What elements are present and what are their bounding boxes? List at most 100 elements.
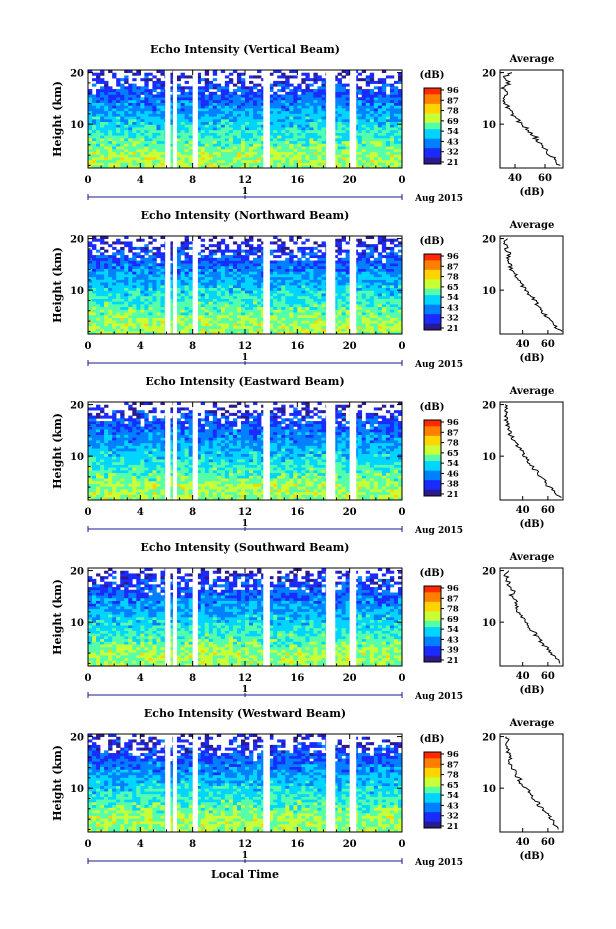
heatmap-cell [152, 130, 156, 133]
heatmap-cell [205, 326, 209, 329]
heatmap-cell [136, 114, 140, 117]
heatmap-cell [386, 135, 390, 138]
heatmap-cell [253, 105, 257, 108]
heatmap-cell [277, 288, 281, 291]
heatmap-cell [140, 296, 144, 299]
heatmap-cell [273, 326, 277, 329]
heatmap-cell [317, 261, 321, 264]
heatmap-cell [156, 247, 160, 250]
heatmap-cell [309, 266, 313, 269]
heatmap-cell [390, 296, 394, 299]
heatmap-cell [229, 280, 233, 283]
x-tick-label: 4 [137, 175, 144, 186]
heatmap-cell [277, 108, 281, 111]
heatmap-cell [217, 250, 221, 253]
heatmap-cell [201, 160, 205, 163]
heatmap-cell [342, 84, 346, 87]
heatmap-cell [370, 146, 374, 149]
heatmap-cell [205, 282, 209, 285]
heatmap-cell [313, 75, 317, 78]
heatmap-cell [301, 329, 305, 332]
heatmap-cell [370, 144, 374, 147]
heatmap-cell [358, 154, 362, 157]
heatmap-cell [100, 116, 104, 119]
heatmap-cell [217, 282, 221, 285]
heatmap-cell [253, 274, 257, 277]
heatmap-cell [366, 144, 370, 147]
heatmap-cell [181, 263, 185, 266]
heatmap-cell [321, 266, 325, 269]
heatmap-cell [346, 141, 350, 144]
heatmap-cell [217, 135, 221, 138]
heatmap-cell [205, 318, 209, 321]
heatmap-cell [386, 310, 390, 313]
heatmap-cell [177, 310, 181, 313]
heatmap-cell [152, 285, 156, 288]
heatmap-cell [313, 95, 317, 98]
heatmap-cell [100, 301, 104, 304]
heatmap-cell [358, 114, 362, 117]
heatmap-cell [362, 252, 366, 255]
heatmap-cell [346, 320, 350, 323]
heatmap-cell [160, 138, 164, 141]
heatmap-cell [237, 127, 241, 130]
heatmap-cell [213, 124, 217, 127]
heatmap-cell [148, 261, 152, 264]
heatmap-cell [297, 271, 301, 274]
heatmap-cell [104, 146, 108, 149]
heatmap-cell [201, 307, 205, 310]
heatmap-cell [297, 135, 301, 138]
heatmap-cell [148, 163, 152, 166]
heatmap-cell [297, 263, 301, 266]
heatmap-cell [374, 138, 378, 141]
heatmap-cell [160, 108, 164, 111]
heatmap-cell [88, 89, 92, 92]
heatmap-cell [96, 307, 100, 310]
heatmap-cell [104, 307, 108, 310]
heatmap-cell [120, 250, 124, 253]
heatmap-cell [100, 310, 104, 313]
heatmap-cell [96, 144, 100, 147]
heatmap-cell [128, 152, 132, 155]
heatmap-cell [120, 310, 124, 313]
heatmap-cell [281, 274, 285, 277]
heatmap-cell [289, 119, 293, 122]
heatmap-cell [156, 78, 160, 81]
heatmap-cell [233, 258, 237, 261]
heatmap-cell [136, 105, 140, 108]
heatmap-cell [382, 160, 386, 163]
heatmap-cell [185, 157, 189, 160]
heatmap-cell [209, 296, 213, 299]
heatmap-cell [277, 318, 281, 321]
heatmap-cell [156, 296, 160, 299]
heatmap-cell [128, 89, 132, 92]
heatmap-cell [88, 135, 92, 138]
heatmap-cell [386, 146, 390, 149]
heatmap-cell [370, 271, 374, 274]
heatmap-cell [185, 103, 189, 106]
heatmap-cell [100, 105, 104, 108]
heatmap-cell [201, 133, 205, 136]
heatmap-cell [213, 282, 217, 285]
heatmap-cell [124, 86, 128, 89]
heatmap-cell [362, 258, 366, 261]
heatmap-cell [104, 100, 108, 103]
heatmap-cell [342, 95, 346, 98]
heatmap-cell [233, 266, 237, 269]
heatmap-cell [253, 97, 257, 100]
heatmap-cell [305, 135, 309, 138]
heatmap-cell [390, 320, 394, 323]
heatmap-cell [241, 124, 245, 127]
heatmap-cell [297, 154, 301, 157]
heatmap-cell [342, 152, 346, 155]
heatmap-cell [92, 266, 96, 269]
heatmap-cell [152, 261, 156, 264]
heatmap-cell [120, 86, 124, 89]
heatmap-cell [289, 277, 293, 280]
heatmap-cell [249, 105, 253, 108]
heatmap-cell [362, 92, 366, 95]
heatmap-cell [225, 261, 229, 264]
heatmap-cell [221, 86, 225, 89]
heatmap-cell [346, 312, 350, 315]
heatmap-cell [177, 122, 181, 125]
